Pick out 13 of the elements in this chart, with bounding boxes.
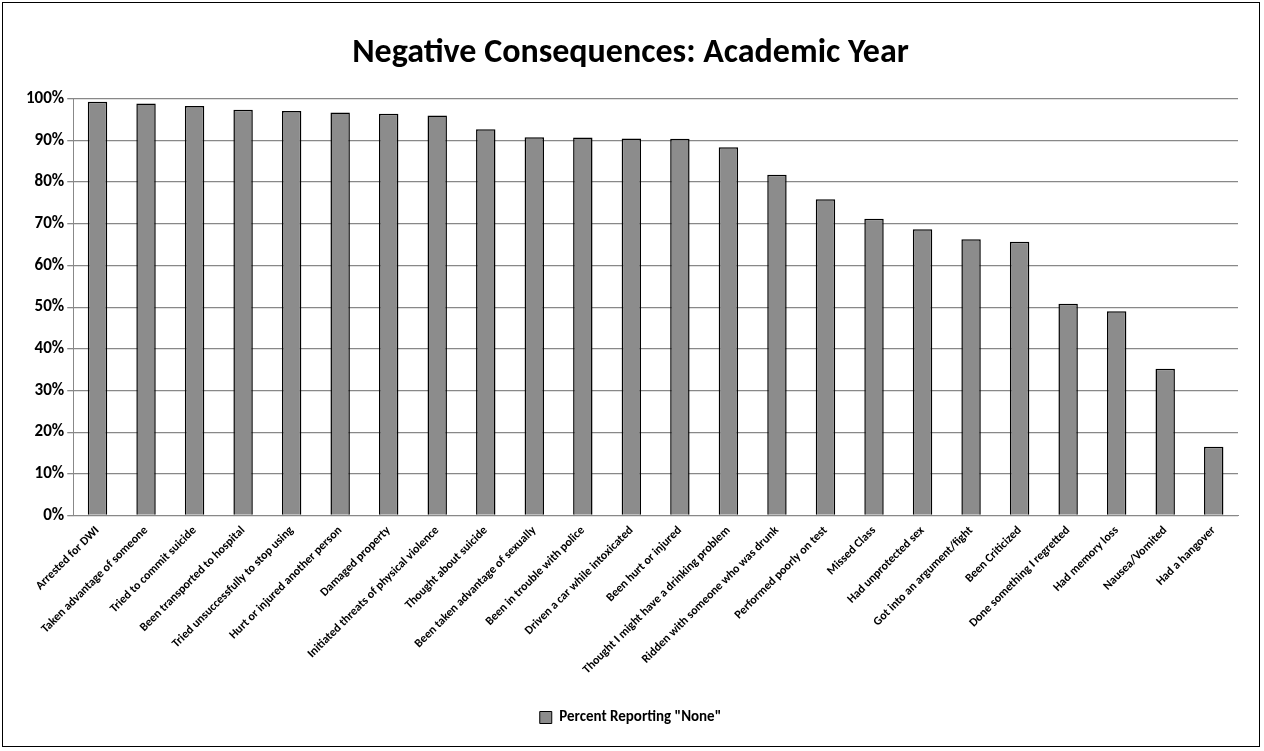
y-tick-label: 20% (34, 420, 65, 442)
y-tick-label: 100% (25, 87, 65, 109)
legend-label: Percent Reporting "None" (559, 707, 722, 726)
y-tick-label: 60% (34, 253, 65, 275)
y-tick-label: 50% (34, 295, 65, 317)
chart-title: Negative Consequences: Academic Year (352, 29, 909, 71)
y-tick-label: 30% (34, 378, 65, 400)
y-tick-label: 90% (34, 128, 65, 150)
y-tick-label: 80% (34, 170, 65, 192)
y-tick-label: 70% (34, 212, 65, 234)
y-tick-label: 10% (34, 462, 65, 484)
y-tick-label: 0% (43, 503, 65, 525)
y-tick-label: 40% (34, 337, 65, 359)
